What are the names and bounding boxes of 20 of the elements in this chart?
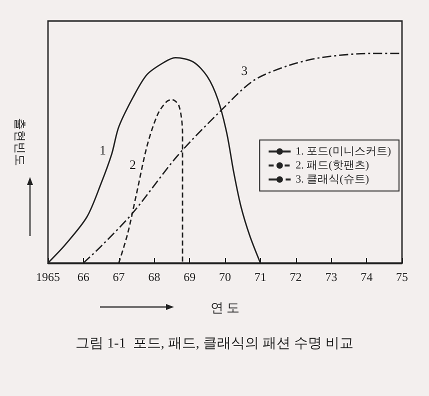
legend-label: 1. 포드(미니스커트) [296,146,392,158]
annotation: 3 [241,62,248,78]
x-tick-label: 73 [325,270,338,284]
x-tick-label: 70 [219,270,231,284]
text: 그림 1-1 포드, 패드, 클래식의 패션 수명 비교 [76,336,354,352]
legend-label: 3. 클래식(슈트) [296,174,370,186]
x-tick-label: 72 [290,270,302,284]
x-tick-label: 75 [396,270,408,284]
x-tick-label: 67 [112,270,125,284]
y-axis-title: 출현빈도 [13,118,27,166]
x-axis-title: 연 도 [210,300,240,315]
annotation: 1 [99,142,106,158]
annotation: 2 [130,157,136,172]
x-tick-label: 68 [148,270,160,284]
x-tick-label: 1965 [36,270,60,284]
x-tick-label: 71 [254,270,266,284]
x-tick-label: 74 [360,270,373,284]
x-tick-label: 66 [77,270,90,284]
x-tick-label: 69 [184,270,196,284]
legend-label: 2. 패드(핫팬츠) [296,160,370,172]
